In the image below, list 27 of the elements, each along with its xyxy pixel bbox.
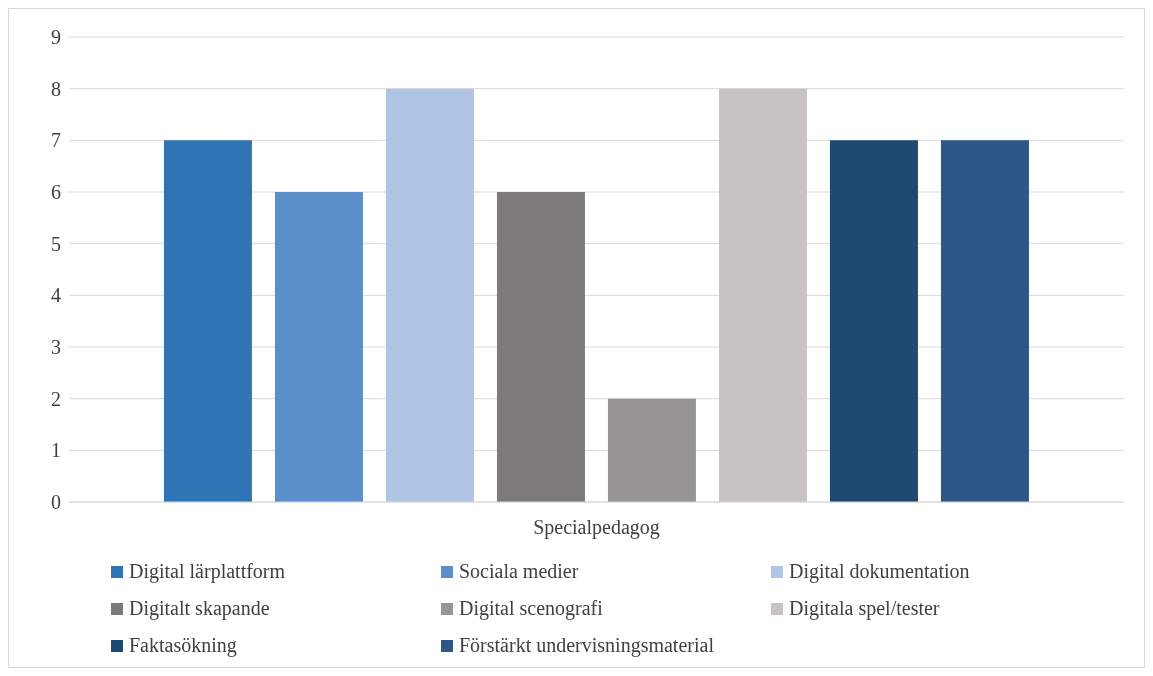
bar bbox=[163, 140, 252, 502]
y-tick-label: 1 bbox=[51, 439, 61, 462]
legend-label: Digitala spel/tester bbox=[789, 597, 940, 620]
bar bbox=[829, 140, 918, 502]
y-tick-label: 9 bbox=[51, 26, 61, 49]
legend-label: Digital lärplattform bbox=[129, 560, 286, 583]
legend-label: Digital scenografi bbox=[459, 597, 603, 620]
bar bbox=[385, 88, 474, 502]
bar bbox=[718, 88, 807, 502]
legend-label: Digital dokumentation bbox=[789, 560, 970, 583]
legend-label: Förstärkt undervisningsmaterial bbox=[459, 634, 714, 657]
y-tick-label: 7 bbox=[51, 129, 61, 152]
legend-label: Sociala medier bbox=[459, 560, 579, 583]
bar bbox=[940, 140, 1029, 502]
bar bbox=[496, 192, 585, 502]
y-tick-label: 4 bbox=[51, 284, 61, 307]
y-tick-label: 0 bbox=[51, 491, 61, 514]
x-tick-label: Specialpedagog bbox=[533, 516, 660, 540]
legend-label: Digitalt skapande bbox=[129, 597, 270, 620]
y-tick-label: 2 bbox=[51, 387, 61, 410]
bar bbox=[607, 398, 696, 502]
y-tick-label: 3 bbox=[51, 336, 61, 359]
y-tick-label: 5 bbox=[51, 232, 61, 255]
y-tick-label: 8 bbox=[51, 77, 61, 100]
bar bbox=[274, 192, 363, 502]
y-tick-label: 6 bbox=[51, 181, 61, 204]
legend-label: Faktasökning bbox=[129, 634, 237, 657]
